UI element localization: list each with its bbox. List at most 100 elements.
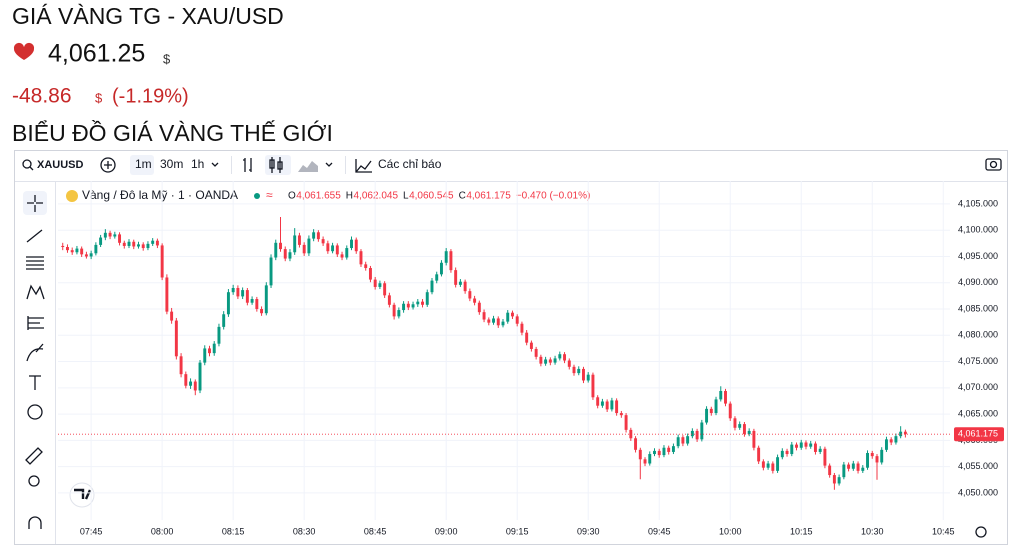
pattern-tool[interactable] (26, 284, 45, 300)
dropdown[interactable] (325, 162, 333, 167)
market-status (254, 193, 260, 199)
candle-body (421, 301, 424, 305)
ruler-tool[interactable] (25, 447, 43, 465)
candle-body (255, 299, 259, 310)
magnet-tool[interactable] (28, 516, 42, 529)
candle-body (468, 291, 472, 299)
candle-body (264, 285, 268, 314)
candle-body (297, 235, 301, 245)
candle-body (861, 467, 865, 471)
x-tick-label: 09:00 (435, 526, 458, 536)
candle-body (425, 292, 429, 305)
area-icon[interactable] (298, 161, 318, 172)
change: -48.86 (12, 85, 72, 108)
fib-tool[interactable] (26, 256, 44, 270)
candle-body (155, 240, 159, 246)
candle-body (283, 249, 287, 259)
candle-body (217, 326, 221, 344)
candle-body (118, 234, 122, 243)
y-tick-label: 4,090.000 (958, 277, 998, 287)
camera-icon[interactable] (985, 158, 1002, 171)
candle-body (525, 332, 529, 343)
candle-body (733, 418, 737, 428)
candle-body (383, 283, 387, 296)
candle-body (179, 356, 183, 375)
candle-body (127, 241, 131, 246)
line-tool[interactable] (26, 229, 43, 243)
candle-body (539, 356, 543, 364)
candle-body (411, 304, 415, 308)
candle-body (454, 270, 458, 285)
candle-body (771, 463, 775, 471)
candle-body (203, 348, 207, 363)
x-tick-label: 09:30 (577, 526, 600, 536)
candle-body (122, 242, 126, 246)
candle-body (61, 245, 65, 248)
crosshair-tool[interactable] (27, 195, 43, 212)
candle-body (368, 268, 372, 280)
y-tick-label: 4,085.000 (958, 303, 998, 313)
candle-body (89, 253, 93, 257)
legend-approx: ≈ (266, 188, 273, 202)
candle-body (681, 437, 685, 444)
forecast-tool[interactable] (27, 316, 44, 330)
candle-body (596, 397, 600, 406)
indicators-icon[interactable] (355, 159, 372, 173)
candle-body (804, 442, 808, 447)
candle-body (695, 430, 699, 440)
candle-body (392, 304, 396, 317)
emoji-tool[interactable] (27, 404, 43, 420)
legend-high: 4,062.045 (354, 191, 399, 202)
interval[interactable]: 1m (135, 157, 152, 171)
candle-body (198, 362, 202, 391)
candle-body (870, 452, 874, 457)
add-symbol[interactable] (100, 157, 116, 173)
candle-body (84, 254, 88, 257)
symbol-icon (66, 190, 78, 202)
search-icon[interactable] (22, 159, 32, 169)
x-tick-label: 10:30 (861, 526, 884, 536)
x-tick-label: 10:15 (790, 526, 813, 536)
indicators[interactable]: Các chỉ báo (378, 157, 442, 171)
candle-body (430, 280, 434, 293)
candle-body (582, 368, 585, 381)
candle-body (269, 257, 273, 286)
candle-body (714, 399, 718, 414)
candle-body (402, 303, 406, 311)
logo-mark (74, 488, 92, 500)
add-symbol (104, 161, 112, 169)
settings-icon[interactable] (975, 526, 987, 538)
legend-open: 4,061.655 (296, 191, 341, 202)
interval[interactable]: 1h (191, 157, 204, 171)
candle-body (634, 438, 638, 450)
candle-body (728, 403, 732, 419)
bar-type-icon[interactable] (243, 158, 252, 172)
candle-body (899, 431, 903, 437)
candle-body (511, 312, 514, 317)
candle-body (279, 242, 282, 250)
candle-body (894, 436, 898, 443)
candle-body (94, 244, 98, 254)
candle-body (724, 390, 727, 404)
legend-close: 4,061.175 (466, 191, 511, 202)
candle-body (170, 311, 174, 321)
x-tick-label: 10:45 (932, 526, 955, 536)
last-price-label: 4,061.175 (958, 429, 998, 439)
candle-body (146, 243, 150, 249)
candle-body (66, 247, 69, 251)
brush-tool[interactable] (26, 343, 44, 362)
text-tool[interactable] (29, 375, 41, 390)
candle-body (307, 238, 311, 254)
change-pct: (-1.19%) (112, 85, 189, 107)
interval[interactable]: 30m (160, 157, 183, 171)
candle-body (752, 430, 756, 448)
dropdown[interactable] (211, 162, 219, 167)
candle-body (686, 436, 690, 444)
camera-icon (989, 160, 998, 169)
candle-body (245, 290, 249, 303)
candle-body (439, 262, 443, 275)
zoom-tool[interactable] (28, 475, 40, 487)
candle-body (260, 309, 264, 314)
symbol[interactable]: XAUUSD (37, 159, 84, 171)
